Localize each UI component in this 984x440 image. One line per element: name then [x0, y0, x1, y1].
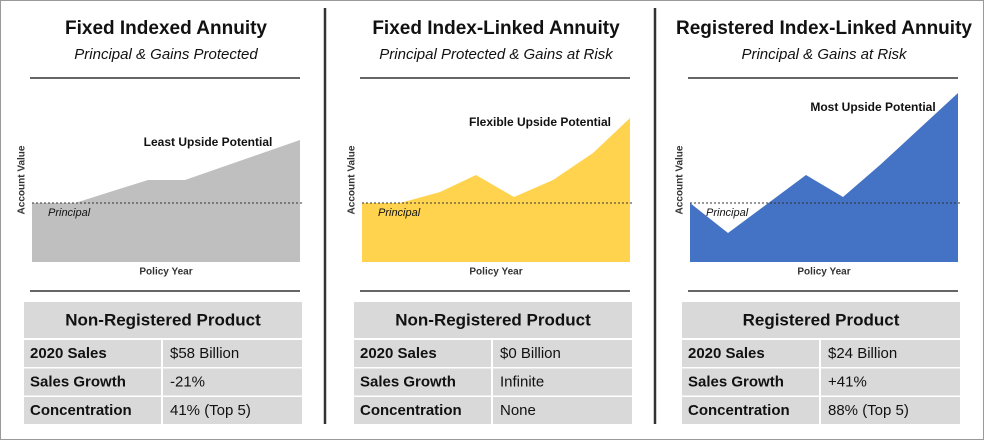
row-label: 2020 Sales — [360, 345, 437, 362]
panel-title: Fixed Index-Linked Annuity — [372, 18, 620, 39]
annotation: Least Upside Potential — [144, 135, 273, 149]
row-label: 2020 Sales — [688, 345, 765, 362]
y-axis-label: Account Value — [17, 145, 28, 214]
row-value: +41% — [828, 373, 867, 390]
area-shape — [690, 93, 958, 262]
table-cell-bg — [24, 368, 161, 396]
table-cell-bg — [682, 397, 819, 424]
row-label: Concentration — [688, 402, 790, 419]
table-cell-bg — [493, 340, 632, 367]
table-cell-bg — [682, 340, 819, 367]
panel-title: Fixed Indexed Annuity — [65, 18, 267, 39]
table-header: Non-Registered Product — [395, 310, 591, 329]
principal-label: Principal — [48, 207, 91, 219]
table-cell-bg — [354, 340, 491, 367]
annotation: Most Upside Potential — [810, 100, 935, 114]
table-cell-bg — [24, 340, 161, 367]
row-label: Concentration — [30, 402, 132, 419]
area-shape — [32, 140, 300, 262]
row-value: Infinite — [500, 373, 544, 390]
x-axis-label: Policy Year — [797, 267, 850, 278]
table-header-bg — [24, 302, 302, 338]
table-header: Non-Registered Product — [65, 310, 261, 329]
y-axis-label: Account Value — [675, 145, 686, 214]
row-value: -21% — [170, 373, 205, 390]
table-cell-bg — [493, 397, 632, 424]
row-value: None — [500, 402, 536, 419]
x-axis-label: Policy Year — [469, 267, 522, 278]
table-cell-bg — [821, 397, 960, 424]
panel-subtitle: Principal & Gains at Risk — [741, 46, 908, 63]
table-cell-bg — [682, 368, 819, 396]
row-label: Concentration — [360, 402, 462, 419]
row-value: 41% (Top 5) — [170, 402, 251, 419]
y-axis-label: Account Value — [347, 145, 358, 214]
table-cell-bg — [163, 340, 302, 367]
row-value: $0 Billion — [500, 345, 561, 362]
table-cell-bg — [163, 397, 302, 424]
table-header-bg — [682, 302, 960, 338]
x-axis-label: Policy Year — [139, 267, 192, 278]
table-cell-bg — [24, 397, 161, 424]
panel-subtitle: Principal Protected & Gains at Risk — [379, 46, 614, 63]
row-label: Sales Growth — [688, 373, 784, 390]
principal-label: Principal — [706, 207, 749, 219]
area-shape — [362, 118, 630, 262]
table-cell-bg — [821, 368, 960, 396]
row-label: Sales Growth — [30, 373, 126, 390]
table-header-bg — [354, 302, 632, 338]
table-cell-bg — [354, 368, 491, 396]
annotation: Flexible Upside Potential — [469, 115, 611, 129]
table-cell-bg — [821, 340, 960, 367]
table-header: Registered Product — [743, 310, 900, 329]
panel-subtitle: Principal & Gains Protected — [74, 46, 258, 63]
panel-title: Registered Index-Linked Annuity — [676, 18, 972, 39]
row-label: 2020 Sales — [30, 345, 107, 362]
principal-label: Principal — [378, 207, 421, 219]
table-cell-bg — [493, 368, 632, 396]
row-value: 88% (Top 5) — [828, 402, 909, 419]
table-cell-bg — [354, 397, 491, 424]
row-label: Sales Growth — [360, 373, 456, 390]
row-value: $24 Billion — [828, 345, 897, 362]
row-value: $58 Billion — [170, 345, 239, 362]
table-cell-bg — [163, 368, 302, 396]
